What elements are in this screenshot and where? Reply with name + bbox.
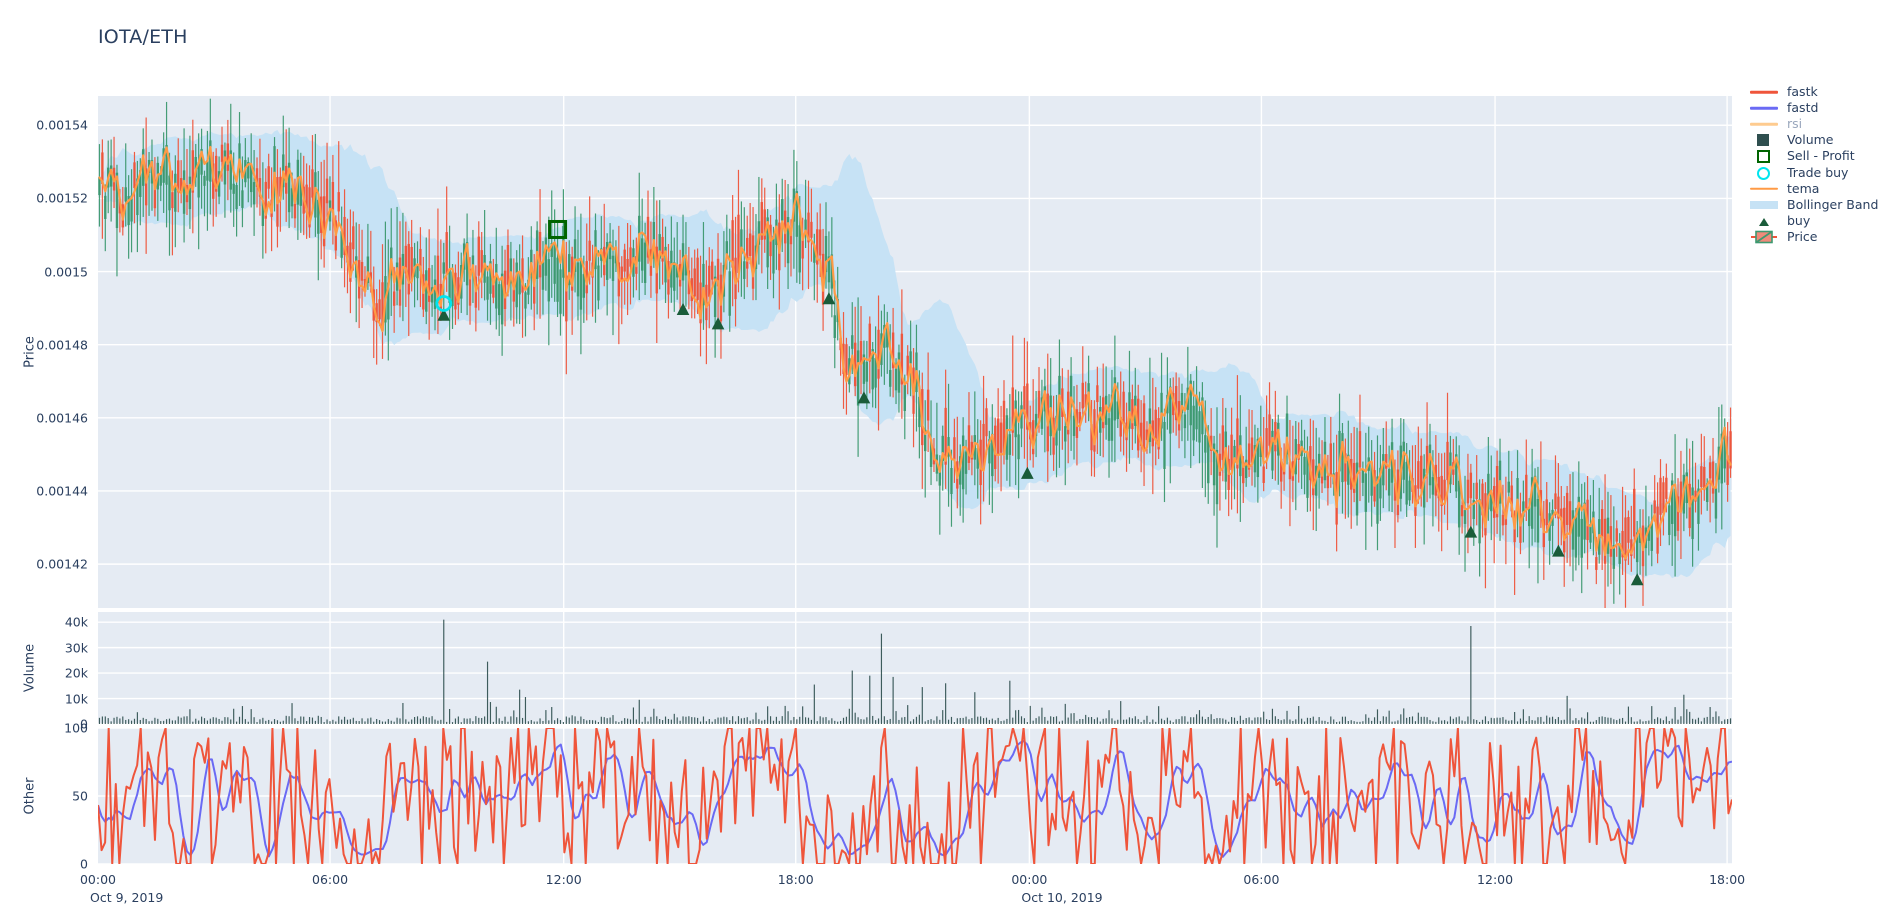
legend-label: buy bbox=[1787, 212, 1811, 228]
ytick-other-2: 100 bbox=[64, 720, 88, 736]
legend-label: Bollinger Band bbox=[1787, 196, 1879, 212]
volume-subplot bbox=[98, 612, 1732, 724]
other-plot-area bbox=[98, 728, 1732, 864]
other-subplot bbox=[98, 728, 1732, 864]
xtick-3: 18:00 bbox=[777, 872, 814, 887]
ytick-other-1: 50 bbox=[72, 788, 88, 804]
legend-band-icon bbox=[1748, 197, 1780, 213]
line-swatch bbox=[1750, 122, 1778, 126]
ytick-price-6: 0.00154 bbox=[36, 117, 88, 133]
legend-label: rsi bbox=[1787, 116, 1803, 132]
axis-title-price: Price bbox=[22, 336, 38, 368]
legend-line-icon bbox=[1748, 116, 1780, 132]
legend-square-icon bbox=[1748, 132, 1780, 148]
chart-title: IOTA/ETH bbox=[98, 26, 188, 48]
legend-line-icon bbox=[1748, 181, 1780, 197]
xtick-1: 06:00 bbox=[312, 872, 349, 887]
square-swatch bbox=[1757, 134, 1769, 147]
legend-label: Sell - Profit bbox=[1787, 148, 1855, 164]
ytick-price-4: 0.0015 bbox=[44, 264, 88, 280]
legend-label: Price bbox=[1787, 228, 1818, 244]
legend-square-open-icon bbox=[1748, 148, 1780, 164]
ytick-volume-2: 20k bbox=[64, 665, 88, 681]
axis-title-other: Other bbox=[22, 777, 38, 815]
legend-circle-open-icon bbox=[1748, 165, 1780, 181]
legend-label: Trade buy bbox=[1787, 164, 1849, 180]
xtick-4: 00:00 bbox=[1011, 872, 1048, 887]
axis-title-volume: Volume bbox=[22, 643, 38, 693]
price-subplot bbox=[98, 96, 1732, 608]
ytick-price-3: 0.00148 bbox=[36, 337, 88, 353]
legend-item-bollinger-band[interactable]: Bollinger Band bbox=[1748, 197, 1888, 213]
xtick-6: 12:00 bbox=[1477, 872, 1514, 887]
xtick-2: 12:00 bbox=[545, 872, 582, 887]
legend-item-rsi[interactable]: rsi bbox=[1748, 116, 1888, 132]
ytick-price-0: 0.00142 bbox=[36, 556, 88, 572]
candlestick-swatch bbox=[1751, 230, 1777, 244]
volume-plot-area bbox=[98, 612, 1732, 724]
square-open-swatch bbox=[1757, 150, 1770, 164]
legend-line-icon bbox=[1748, 100, 1780, 116]
legend-item-price[interactable]: Price bbox=[1748, 229, 1888, 245]
ytick-price-2: 0.00146 bbox=[36, 410, 88, 426]
legend-label: fastk bbox=[1787, 84, 1818, 100]
circle-open-swatch bbox=[1757, 166, 1770, 180]
legend-item-trade-buy[interactable]: Trade buy bbox=[1748, 164, 1888, 180]
legend-line-icon bbox=[1748, 84, 1780, 100]
xtick-5: 06:00 bbox=[1243, 872, 1280, 887]
triangle-swatch bbox=[1759, 217, 1769, 226]
legend-item-fastd[interactable]: fastd bbox=[1748, 100, 1888, 116]
legend-label: tema bbox=[1787, 180, 1820, 196]
legend-candlestick-icon bbox=[1748, 229, 1780, 245]
legend-item-tema[interactable]: tema bbox=[1748, 181, 1888, 197]
ytick-other-0: 0 bbox=[80, 856, 88, 872]
band-swatch bbox=[1750, 200, 1778, 209]
ytick-price-5: 0.00152 bbox=[36, 190, 88, 206]
ytick-volume-4: 40k bbox=[64, 614, 88, 630]
xtick-7: 18:00 bbox=[1709, 872, 1746, 887]
ytick-volume-3: 30k bbox=[64, 640, 88, 656]
line-swatch bbox=[1750, 90, 1778, 94]
ytick-volume-1: 10k bbox=[64, 691, 88, 707]
ytick-volume-0: 0 bbox=[80, 716, 88, 732]
xband-label-0: Oct 9, 2019 bbox=[90, 890, 164, 905]
line-swatch bbox=[1750, 187, 1778, 190]
chart-legend: fastk fastd rsi Volume Sell - Profit Trade bu… bbox=[1748, 84, 1888, 245]
xband-label-1: Oct 10, 2019 bbox=[1021, 890, 1103, 905]
legend-item-sell-profit[interactable]: Sell - Profit bbox=[1748, 148, 1888, 164]
legend-item-buy[interactable]: buy bbox=[1748, 213, 1888, 229]
line-swatch bbox=[1750, 106, 1778, 110]
legend-item-fastk[interactable]: fastk bbox=[1748, 84, 1888, 100]
ytick-price-1: 0.00144 bbox=[36, 483, 88, 499]
xtick-0: 00:00 bbox=[79, 872, 117, 887]
price-plot-area bbox=[98, 96, 1732, 608]
legend-item-volume[interactable]: Volume bbox=[1748, 132, 1888, 148]
legend-triangle-icon bbox=[1748, 213, 1780, 229]
legend-label: fastd bbox=[1787, 100, 1819, 116]
legend-label: Volume bbox=[1787, 132, 1834, 148]
